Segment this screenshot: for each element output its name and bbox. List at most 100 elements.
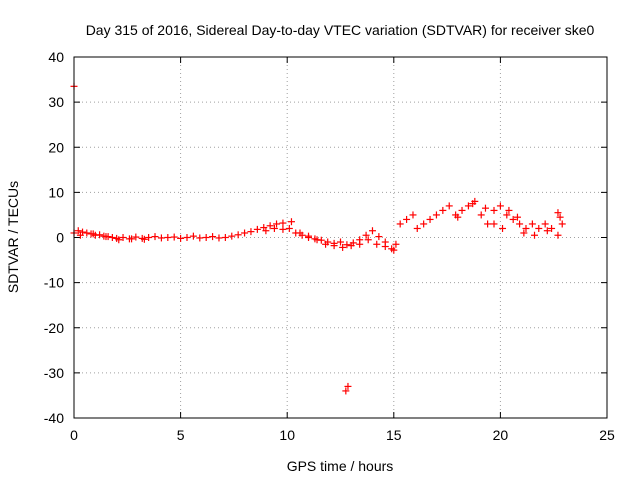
data-point [543,227,551,235]
data-point [477,211,485,219]
data-point [339,243,347,251]
data-point [342,387,350,395]
data-point [273,220,281,228]
data-point [516,220,524,228]
y-tick-label: 0 [56,230,64,246]
y-tick-label: -20 [44,320,64,336]
data-point [221,234,229,241]
x-tick-labels: 0 5 10 15 20 25 [70,427,615,443]
data-point [119,234,127,241]
data-point [177,234,185,242]
x-tick-label: 10 [279,427,295,443]
data-point [458,206,466,214]
data-point [554,231,562,239]
data-point [279,219,287,227]
data-point [490,220,498,228]
data-point [322,240,330,248]
data-point [253,225,261,233]
y-tick-label: -40 [44,410,64,426]
data-point [464,202,472,210]
data-point [409,211,417,219]
data-point [469,200,477,208]
data-point [215,234,223,242]
axis-ticks [73,56,608,419]
data-point [285,224,293,232]
data-point [490,206,498,214]
data-point [426,215,434,223]
data-point [343,241,351,249]
data-point [503,211,511,219]
x-tick-label: 5 [177,427,185,443]
data-point [484,220,492,228]
data-point [108,234,116,241]
data-point [445,202,453,210]
data-point [164,234,172,241]
data-point [364,236,372,244]
data-point [528,220,536,228]
data-point [362,231,370,239]
data-point [513,213,521,221]
data-point [183,234,191,241]
data-point [170,233,178,241]
y-tick-labels: 40 30 20 10 0 -10 -20 -30 -40 [44,49,64,426]
data-point [132,233,140,241]
data-series [70,82,566,395]
data-point [76,231,84,239]
data-point [96,231,104,239]
data-point [157,234,165,242]
data-point [115,236,123,244]
data-point [279,225,287,233]
data-point [396,220,404,228]
data-point [522,224,530,232]
data-point [262,227,270,235]
data-point [535,224,543,232]
x-tick-label: 0 [70,427,78,443]
data-point [368,227,376,235]
data-point [356,240,364,248]
y-tick-label: 30 [48,94,64,110]
data-point [128,235,136,243]
data-point [102,233,110,241]
data-point [313,236,321,244]
y-axis-label: SDTVAR / TECUs [5,181,21,293]
data-point [481,204,489,212]
data-point [89,230,97,238]
data-point [509,215,517,223]
data-point [439,206,447,214]
data-point [548,224,556,232]
data-point [390,246,398,254]
data-point [228,232,236,240]
data-point [305,232,313,240]
data-point [266,222,274,230]
y-tick-label: 10 [48,184,64,200]
data-point [234,231,242,239]
data-point [558,220,566,228]
data-point [392,240,400,248]
data-point [373,240,381,248]
data-point [420,220,428,228]
y-tick-label: -30 [44,365,64,381]
data-point [151,233,159,241]
data-point [520,229,528,237]
data-point [83,229,91,237]
chart-title: Day 315 of 2016, Sidereal Day-to-day VTE… [86,22,595,38]
data-point [196,234,204,242]
data-point [505,206,513,214]
data-point [241,229,249,237]
data-point [202,234,210,241]
data-point [140,235,148,243]
data-point [344,382,352,390]
grid [74,57,607,418]
x-tick-label: 20 [493,427,509,443]
data-point [347,242,355,250]
data-point [375,233,383,241]
x-tick-label: 25 [599,427,615,443]
y-tick-label: -10 [44,275,64,291]
data-point [531,231,539,239]
data-point [247,228,255,236]
data-point [556,213,564,221]
data-point [499,224,507,232]
data-point [189,232,197,240]
data-point [287,218,295,226]
